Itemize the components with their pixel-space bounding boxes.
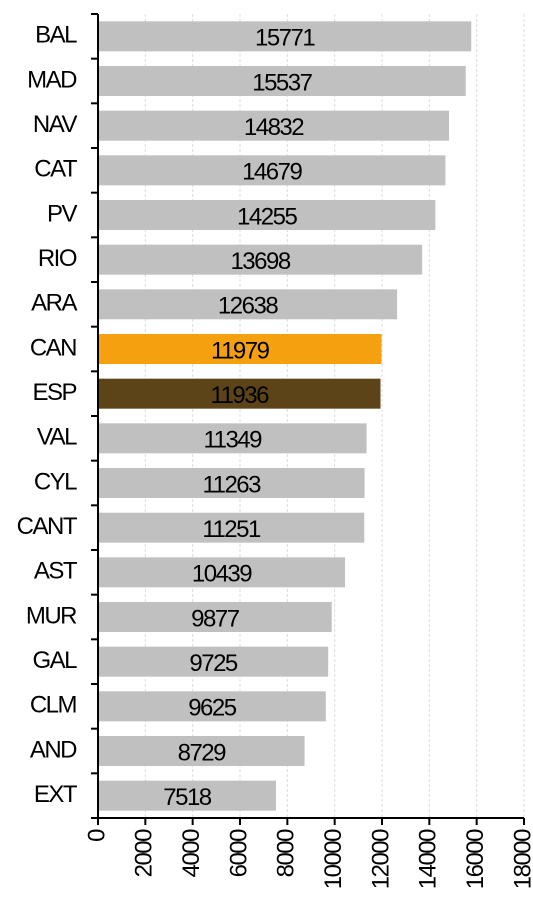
y-tick-label: VAL <box>37 424 77 451</box>
y-tick-label: ESP <box>32 379 76 406</box>
bar <box>98 557 346 588</box>
bar <box>98 468 365 498</box>
bar <box>98 244 423 275</box>
bar <box>98 289 398 320</box>
y-tick-label: RIO <box>38 245 77 272</box>
bar <box>98 66 466 96</box>
x-tick-label: 12000 <box>367 829 394 889</box>
y-tick-label: AND <box>30 736 77 763</box>
y-tick-label: CAN <box>30 334 76 361</box>
y-tick-label: AST <box>34 558 78 585</box>
value-label: 9625 <box>188 695 237 722</box>
value-label: 13698 <box>230 248 290 275</box>
x-tick-label: 16000 <box>462 829 489 889</box>
x-tick-label: 14000 <box>415 829 442 889</box>
bar <box>98 691 326 722</box>
bar <box>98 21 472 52</box>
y-tick-label: CYL <box>34 468 77 495</box>
y-tick-label: ARA <box>31 290 77 317</box>
x-tick-label: 2000 <box>131 829 158 878</box>
y-tick-label: CLM <box>30 692 77 719</box>
x-tick-label: 6000 <box>225 829 252 878</box>
y-tick-label: NAV <box>33 111 78 138</box>
x-tick-label: 4000 <box>178 829 205 878</box>
value-label: 12638 <box>218 293 278 320</box>
value-label: 14255 <box>237 203 297 230</box>
value-label: 14679 <box>242 159 302 186</box>
value-label: 11936 <box>211 382 270 409</box>
bar <box>98 736 305 766</box>
bar <box>98 512 365 543</box>
bar <box>98 334 382 364</box>
value-label: 15537 <box>252 69 312 96</box>
value-label: 9877 <box>191 605 240 632</box>
value-label: 10439 <box>192 561 252 588</box>
x-tick-label: 10000 <box>320 829 347 889</box>
bar <box>98 110 450 141</box>
y-tick-label: MAD <box>27 66 77 93</box>
value-label: 11251 <box>202 516 261 543</box>
bar <box>98 602 332 632</box>
bar <box>98 780 276 811</box>
bar <box>98 200 436 230</box>
x-tick-label: 8000 <box>273 829 300 878</box>
value-label: 9725 <box>189 650 238 677</box>
bar <box>98 646 329 677</box>
value-label: 11349 <box>204 427 263 454</box>
value-label: 14832 <box>244 114 304 141</box>
y-tick-label: CANT <box>17 513 78 540</box>
x-tick-label: 18000 <box>509 829 533 889</box>
y-tick-label: CAT <box>34 156 78 183</box>
value-label: 15771 <box>255 25 315 52</box>
bar <box>98 155 446 186</box>
value-label: 11979 <box>211 337 270 364</box>
bar <box>98 378 381 409</box>
y-tick-label: GAL <box>32 647 77 674</box>
x-tick-label: 0 <box>83 829 110 842</box>
y-tick-label: PV <box>47 200 78 227</box>
value-label: 11263 <box>203 471 262 498</box>
value-label: 8729 <box>178 739 227 766</box>
y-tick-label: EXT <box>34 781 78 808</box>
y-tick-label: MUR <box>26 602 77 629</box>
value-label: 7518 <box>163 784 212 811</box>
y-tick-label: BAL <box>35 22 77 49</box>
bar <box>98 423 367 454</box>
